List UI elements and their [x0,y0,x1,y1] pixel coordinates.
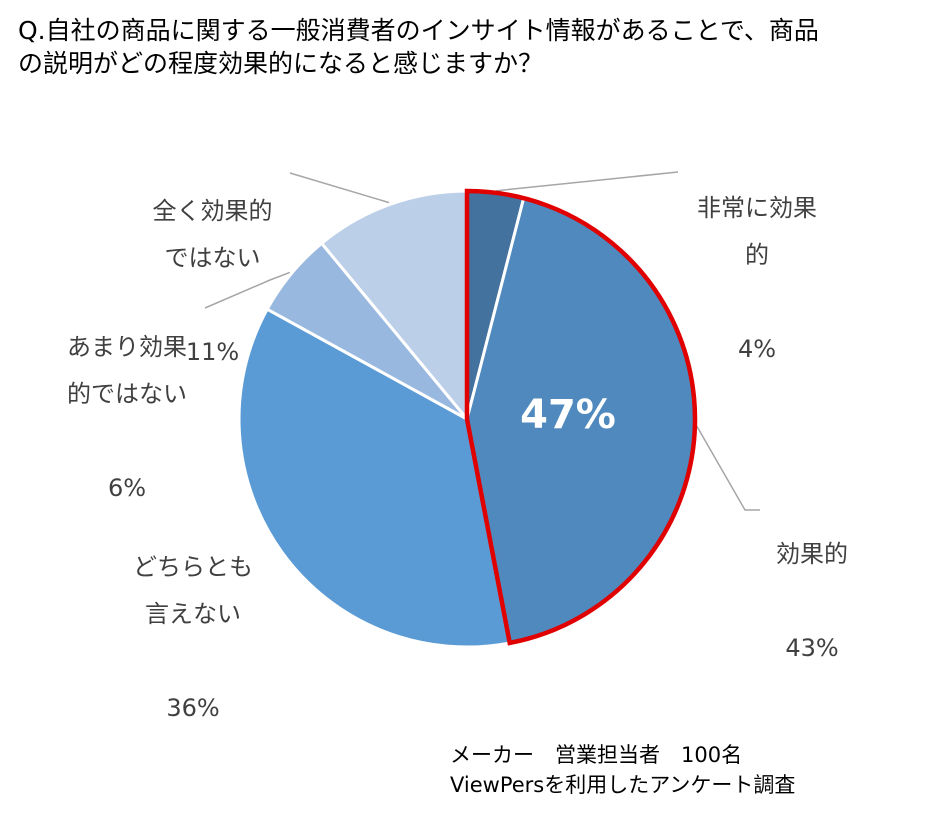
leader-very-effective [495,171,679,192]
footnote-line-2: ViewPersを利用したアンケート調査 [450,773,796,797]
leader-not-very-effective [204,271,291,309]
leader-effective [696,425,760,511]
slice-not-at-all-effective [320,189,469,421]
highlight-percent-label: 47% [520,392,616,438]
footnote: メーカー 営業担当者 100名 ViewPersを利用したアンケート調査 [450,740,795,800]
leader-not-at-all-effective [289,172,390,204]
highlight-outline-path [464,188,698,646]
highlight-outline [464,188,698,646]
slice-neither [237,307,512,649]
slice-label-neither: どちらとも 言えない 36% [133,553,253,722]
pie-slices [237,189,697,649]
slice-label-not-at-all-effective: 全く効果的 ではない 11% [152,197,273,366]
footnote-line-1: メーカー 営業担当者 100名 [450,743,743,767]
slice-label-very-effective: 非常に効果 的 4% [697,194,817,363]
chart-title: Q.自社の商品に関する一般消費者のインサイト情報があることで、商品 の説明がどの… [18,16,819,78]
leader-lines [204,171,760,511]
slice-label-effective: 効果的 43% [776,540,848,662]
slice-label-not-very-effective: あまり効果 的ではない 6% [67,333,187,502]
